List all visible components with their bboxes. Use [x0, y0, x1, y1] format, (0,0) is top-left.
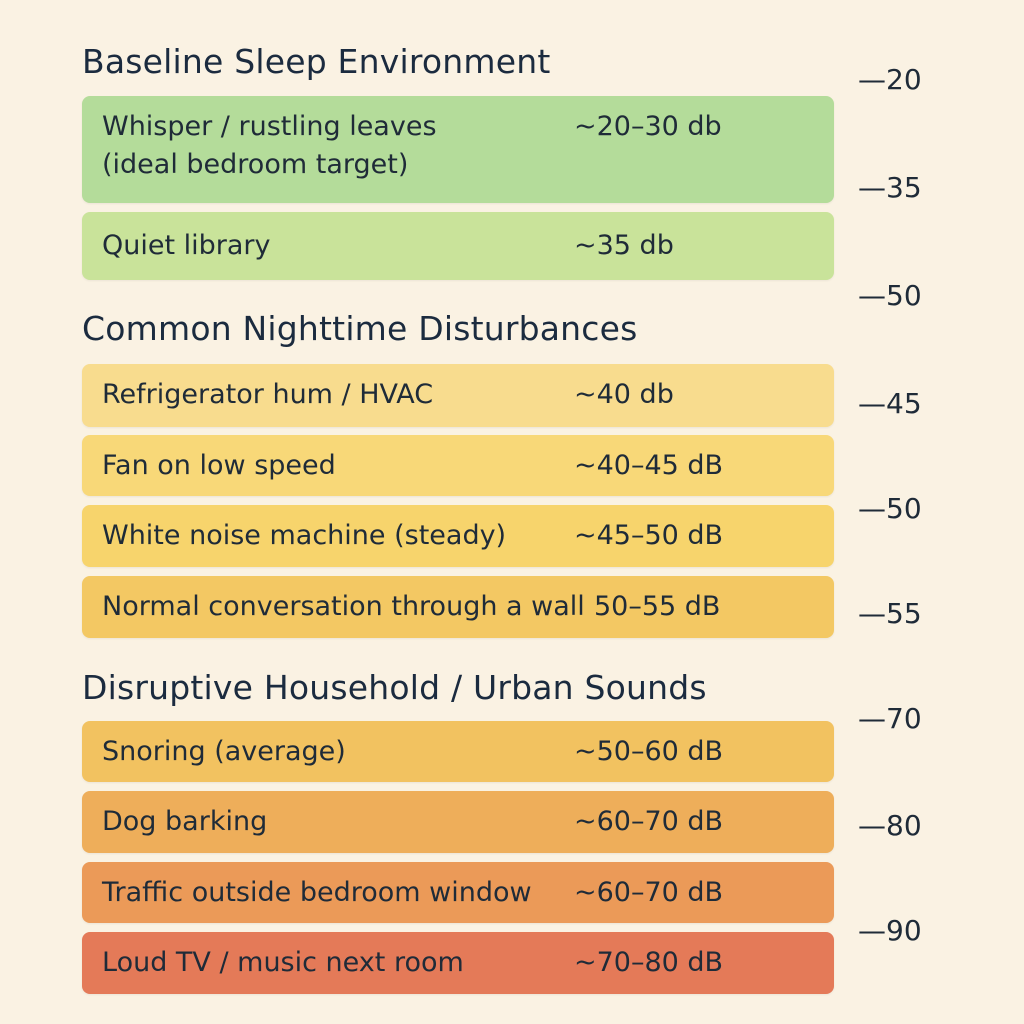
scale-tick: —80	[858, 809, 922, 842]
noise-band-refrigerator: Refrigerator hum / HVAC ~40 db	[82, 364, 834, 427]
band-db-value: ~20–30 db	[574, 111, 722, 142]
band-label: Quiet library	[102, 230, 271, 261]
band-db-value: ~60–70 dB	[574, 806, 724, 837]
noise-band-conversation: Normal conversation through a wall 50–55…	[82, 576, 834, 638]
band-db-value: ~35 db	[574, 230, 674, 261]
band-db-value: 50–55 dB	[594, 591, 721, 622]
scale-tick: —70	[858, 702, 922, 735]
noise-band-snoring: Snoring (average) ~50–60 dB	[82, 721, 834, 782]
band-label-secondary: (ideal bedroom target)	[102, 149, 409, 180]
band-label: Dog barking	[102, 806, 268, 837]
band-label: White noise machine (steady)	[102, 520, 507, 551]
scale-tick: —35	[858, 171, 922, 204]
noise-band-fan: Fan on low speed ~40–45 dB	[82, 435, 834, 496]
band-db-value: ~60–70 dB	[574, 877, 724, 908]
noise-band-loud-tv: Loud TV / music next room ~70–80 dB	[82, 932, 834, 994]
band-label: Fan on low speed	[102, 450, 336, 481]
scale-tick: —55	[858, 597, 922, 630]
scale-tick: —50	[858, 279, 922, 312]
scale-tick: —20	[858, 63, 922, 96]
noise-band-traffic: Traffic outside bedroom window ~60–70 dB	[82, 862, 834, 923]
noise-band-dog-barking: Dog barking ~60–70 dB	[82, 791, 834, 853]
band-label: Normal conversation through a wall	[102, 591, 585, 622]
band-db-value: ~40 db	[574, 379, 674, 410]
section-title-baseline: Baseline Sleep Environment	[82, 42, 551, 81]
band-db-value: ~40–45 dB	[574, 450, 724, 481]
scale-tick: —45	[858, 387, 922, 420]
noise-band-library: Quiet library ~35 db	[82, 212, 834, 280]
section-title-disruptive-sounds: Disruptive Household / Urban Sounds	[82, 668, 707, 707]
band-label: Traffic outside bedroom window	[102, 877, 532, 908]
section-title-common-disturbances: Common Nighttime Disturbances	[82, 309, 638, 348]
band-label: Whisper / rustling leaves	[102, 111, 437, 142]
band-label: Loud TV / music next room	[102, 947, 464, 978]
noise-band-whisper: Whisper / rustling leaves (ideal bedroom…	[82, 96, 834, 203]
noise-band-white-noise: White noise machine (steady) ~45–50 dB	[82, 505, 834, 567]
band-db-value: ~50–60 dB	[574, 736, 724, 767]
band-db-value: ~70–80 dB	[574, 947, 724, 978]
band-label: Refrigerator hum / HVAC	[102, 379, 434, 410]
band-db-value: ~45–50 dB	[574, 520, 724, 551]
scale-tick: —50	[858, 492, 922, 525]
scale-tick: —90	[858, 914, 922, 947]
band-label: Snoring (average)	[102, 736, 346, 767]
